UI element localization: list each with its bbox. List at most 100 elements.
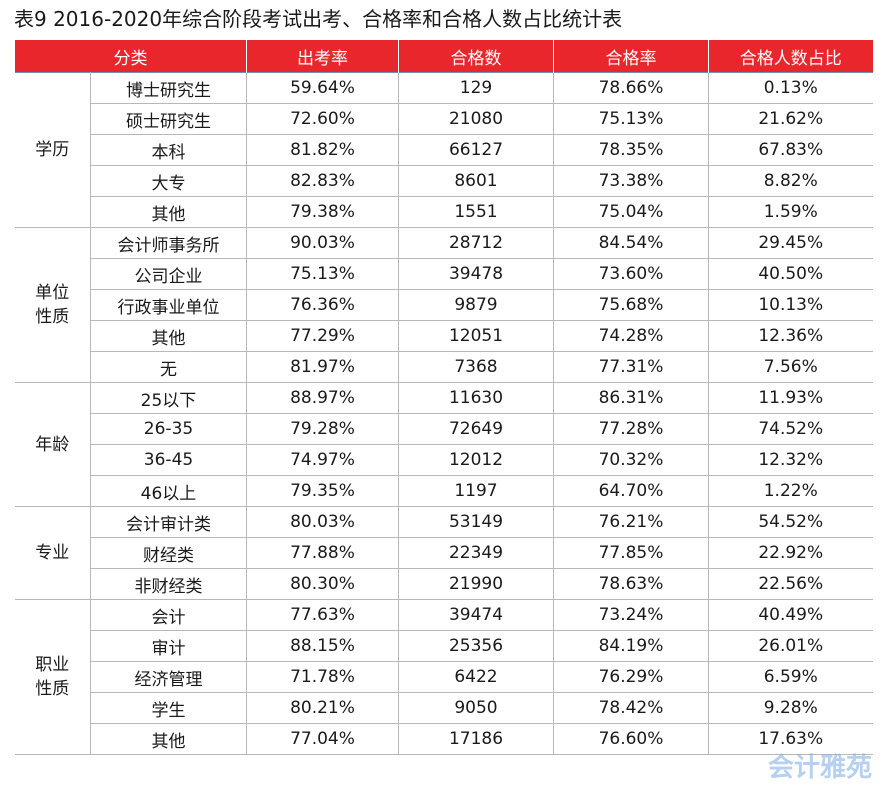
value-cell: 67.83% — [708, 134, 873, 166]
table-row: 行政事业单位 76.36% 9879 75.68% 10.13% — [15, 289, 873, 321]
table-row: 职业性质 会计 77.63% 39474 73.24% 40.49% — [14, 599, 873, 755]
value-cell: 84.19% — [553, 630, 709, 662]
value-cell: 84.54% — [553, 227, 709, 259]
category-cell: 46以上 — [90, 475, 247, 507]
value-cell: 8601 — [398, 165, 554, 197]
category-cell: 无 — [90, 351, 247, 383]
value-cell: 22349 — [398, 537, 554, 569]
table-row: 46以上 79.35% 1197 64.70% 1.22% — [15, 475, 873, 507]
group-cell: 专业 — [14, 506, 91, 600]
table-row: 其他 77.04% 17186 76.60% 17.63% — [15, 723, 873, 755]
header-row: 分类 出考率 合格数 合格率 合格人数占比 — [14, 40, 873, 73]
group-label: 学历 — [35, 140, 70, 160]
value-cell: 28712 — [398, 227, 554, 259]
value-cell: 73.38% — [553, 165, 709, 197]
value-cell: 75.13% — [246, 258, 399, 290]
value-cell: 88.15% — [246, 630, 399, 662]
value-cell: 0.13% — [708, 72, 873, 104]
value-cell: 6422 — [398, 661, 554, 693]
group-label: 单位性质 — [35, 283, 70, 327]
group-cell: 职业性质 — [14, 599, 91, 755]
category-cell: 26-35 — [90, 413, 247, 445]
value-cell: 1.22% — [708, 475, 873, 507]
category-cell: 25以下 — [90, 382, 247, 414]
category-cell: 公司企业 — [90, 258, 247, 290]
value-cell: 71.78% — [246, 661, 399, 693]
table-row: 学历 博士研究生 59.64% 129 78.66% 0.13% — [14, 72, 873, 228]
group-cell: 年龄 — [14, 382, 91, 507]
header-cell: 合格数 — [398, 40, 554, 73]
table-row: 26-35 79.28% 72649 77.28% 74.52% — [15, 413, 873, 445]
value-cell: 77.29% — [246, 320, 399, 352]
value-cell: 78.35% — [553, 134, 709, 166]
value-cell: 1197 — [398, 475, 554, 507]
value-cell: 78.63% — [553, 568, 709, 600]
value-cell: 77.85% — [553, 537, 709, 569]
value-cell: 39478 — [398, 258, 554, 290]
category-cell: 会计师事务所 — [90, 227, 247, 259]
value-cell: 9050 — [398, 692, 554, 724]
value-cell: 10.13% — [708, 289, 873, 321]
category-cell: 行政事业单位 — [90, 289, 247, 321]
value-cell: 53149 — [398, 506, 554, 538]
value-cell: 59.64% — [246, 72, 399, 104]
category-cell: 博士研究生 — [90, 72, 247, 104]
group-cell: 单位性质 — [14, 227, 91, 383]
value-cell: 7.56% — [708, 351, 873, 383]
category-cell: 36-45 — [90, 444, 247, 476]
table-row: 专业 会计审计类 80.03% 53149 76.21% 54.52% — [14, 506, 873, 600]
value-cell: 81.82% — [246, 134, 399, 166]
value-cell: 77.63% — [246, 599, 399, 631]
table-row: 公司企业 75.13% 39478 73.60% 40.50% — [15, 258, 873, 290]
category-cell: 其他 — [90, 320, 247, 352]
table-row: 无 81.97% 7368 77.31% 7.56% — [15, 351, 873, 383]
value-cell: 73.24% — [553, 599, 709, 631]
header-cell: 分类 — [14, 40, 247, 73]
value-cell: 6.59% — [708, 661, 873, 693]
value-cell: 77.28% — [553, 413, 709, 445]
value-cell: 74.28% — [553, 320, 709, 352]
table-row: 36-45 74.97% 12012 70.32% 12.32% — [15, 444, 873, 476]
value-cell: 77.88% — [246, 537, 399, 569]
category-cell: 硕士研究生 — [90, 103, 247, 135]
value-cell: 21990 — [398, 568, 554, 600]
value-cell: 75.68% — [553, 289, 709, 321]
value-cell: 40.50% — [708, 258, 873, 290]
value-cell: 77.04% — [246, 723, 399, 755]
value-cell: 21.62% — [708, 103, 873, 135]
value-cell: 74.52% — [708, 413, 873, 445]
value-cell: 77.31% — [553, 351, 709, 383]
value-cell: 1551 — [398, 196, 554, 228]
group-label: 专业 — [35, 543, 70, 563]
value-cell: 22.56% — [708, 568, 873, 600]
value-cell: 80.21% — [246, 692, 399, 724]
value-cell: 76.60% — [553, 723, 709, 755]
table-row: 大专 82.83% 8601 73.38% 8.82% — [15, 165, 873, 197]
category-cell: 财经类 — [90, 537, 247, 569]
value-cell: 78.42% — [553, 692, 709, 724]
value-cell: 75.04% — [553, 196, 709, 228]
value-cell: 11630 — [398, 382, 554, 414]
group-label: 职业性质 — [35, 655, 70, 699]
category-cell: 本科 — [90, 134, 247, 166]
value-cell: 72.60% — [246, 103, 399, 135]
category-cell: 大专 — [90, 165, 247, 197]
category-cell: 其他 — [90, 723, 247, 755]
value-cell: 76.36% — [246, 289, 399, 321]
table-row: 学生 80.21% 9050 78.42% 9.28% — [15, 692, 873, 724]
table-title: 表9 2016-2020年综合阶段考试出考、合格率和合格人数占比统计表 — [14, 7, 623, 31]
category-cell: 审计 — [90, 630, 247, 662]
value-cell: 7368 — [398, 351, 554, 383]
value-cell: 90.03% — [246, 227, 399, 259]
value-cell: 80.30% — [246, 568, 399, 600]
header-cell: 合格人数占比 — [708, 40, 873, 73]
table-row: 年龄 25以下 88.97% 11630 86.31% 11.93% — [14, 382, 873, 507]
table-row: 非财经类 80.30% 21990 78.63% 22.56% — [15, 568, 873, 600]
value-cell: 17186 — [398, 723, 554, 755]
value-cell: 12.36% — [708, 320, 873, 352]
table-row: 其他 77.29% 12051 74.28% 12.36% — [15, 320, 873, 352]
data-table: 分类 出考率 合格数 合格率 合格人数占比 学历 博士研究生 59.64% 129 78.66%… — [14, 40, 873, 755]
value-cell: 25356 — [398, 630, 554, 662]
value-cell: 74.97% — [246, 444, 399, 476]
